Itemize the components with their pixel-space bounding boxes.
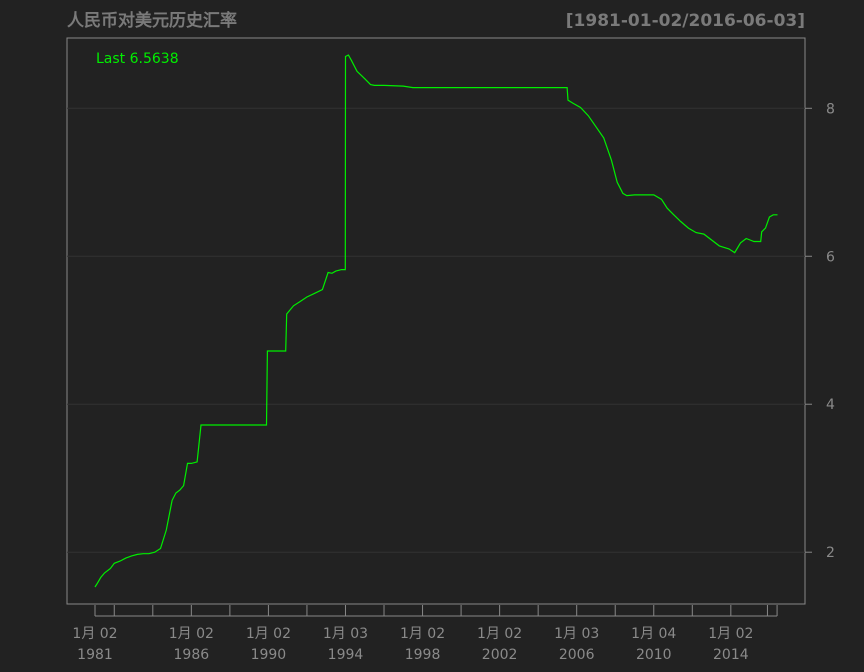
x-tick-year: 2010 bbox=[636, 647, 672, 663]
y-tick-label: 2 bbox=[826, 545, 835, 561]
x-tick-label: 1月 04 bbox=[631, 626, 676, 642]
x-tick-label: 1月 02 bbox=[708, 626, 753, 642]
x-tick-label: 1月 02 bbox=[477, 626, 522, 642]
y-tick-label: 8 bbox=[826, 101, 835, 117]
x-tick-year: 1990 bbox=[251, 647, 287, 663]
series-line bbox=[94, 54, 778, 588]
x-axis: 1月 02 1981 1月 02 1986 1月 02 1990 1月 03 1994 1月 0… bbox=[72, 605, 778, 663]
legend-last-value: Last 6.5638 bbox=[96, 51, 179, 67]
x-tick-label: 1月 03 bbox=[323, 626, 368, 642]
y-axis: 2 4 6 8 bbox=[805, 101, 835, 561]
x-tick-label: 1月 02 bbox=[400, 626, 445, 642]
y-tick-label: 4 bbox=[826, 397, 835, 413]
x-tick-year: 1998 bbox=[405, 647, 441, 663]
grid-lines bbox=[67, 107, 805, 553]
x-tick-year: 1986 bbox=[174, 647, 210, 663]
chart-title: 人民币对美元历史汇率 bbox=[67, 10, 237, 31]
y-tick-label: 6 bbox=[826, 249, 835, 265]
date-range-label: [1981-01-02/2016-06-03] bbox=[566, 11, 805, 31]
x-tick-year: 1981 bbox=[77, 647, 113, 663]
x-tick-label: 1月 02 bbox=[72, 626, 117, 642]
x-tick-year: 1994 bbox=[328, 647, 364, 663]
x-tick-label: 1月 02 bbox=[169, 626, 214, 642]
x-tick-year: 2006 bbox=[559, 647, 595, 663]
plot-frame bbox=[66, 37, 806, 605]
x-tick-label: 1月 02 bbox=[246, 626, 291, 642]
x-tick-year: 2014 bbox=[713, 647, 749, 663]
x-tick-year: 2002 bbox=[482, 647, 518, 663]
x-tick-label: 1月 03 bbox=[554, 626, 599, 642]
